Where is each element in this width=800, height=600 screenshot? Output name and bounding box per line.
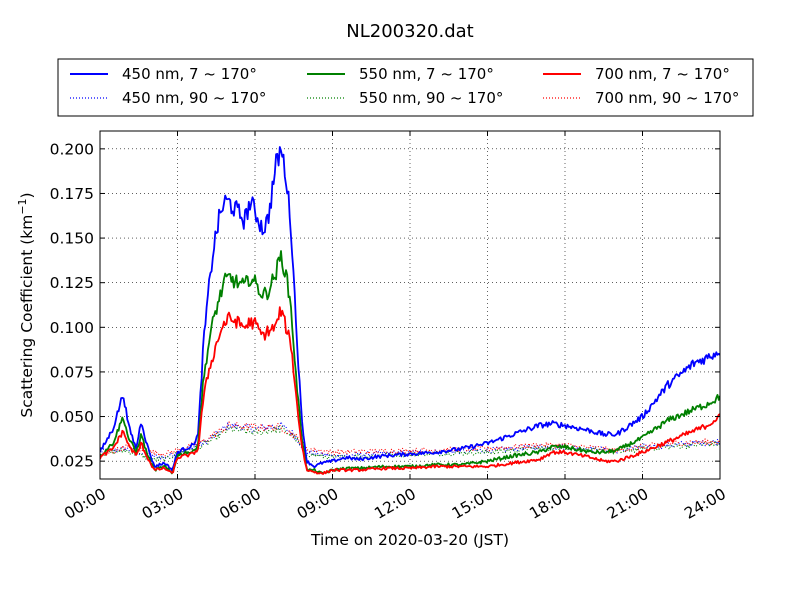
y-tick-label: 0.200 [50, 140, 94, 158]
x-tick-label: 03:00 [139, 485, 187, 523]
y-tick-label: 0.050 [50, 408, 94, 426]
y-tick-label: 0.175 [50, 185, 94, 203]
y-tick-label: 0.150 [50, 230, 94, 248]
legend-label: 550 nm, 90 ~ 170° [359, 89, 503, 107]
legend-label: 450 nm, 90 ~ 170° [122, 89, 266, 107]
series-group [100, 146, 720, 475]
x-axis-label: Time on 2020-03-20 (JST) [310, 531, 509, 549]
y-tick-label: 0.075 [50, 363, 94, 381]
legend: 450 nm, 7 ~ 170° 550 nm, 7 ~ 170° 700 nm, … [57, 58, 754, 117]
y-tick-label: 0.100 [50, 319, 94, 337]
y-tick-label: 0.025 [50, 453, 94, 471]
series-line-1 [100, 250, 720, 475]
x-tick-label: 09:00 [294, 485, 342, 523]
x-tick-label: 21:00 [604, 485, 652, 523]
y-axis-label: Scattering Coefficient (km−1) [16, 192, 36, 417]
grid [100, 131, 720, 479]
chart-title: NL200320.dat [346, 21, 473, 42]
y-tick-label: 0.125 [50, 274, 94, 292]
x-tick-label: 18:00 [526, 485, 574, 523]
legend-label: 550 nm, 7 ~ 170° [359, 65, 494, 83]
series-line-0 [100, 146, 720, 472]
x-tick-label: 12:00 [371, 485, 419, 523]
y-axis: 0.025 0.050 0.075 0.100 0.125 0.150 0.175 0.200 [50, 140, 720, 471]
legend-label: 450 nm, 7 ~ 170° [122, 65, 257, 83]
x-tick-label: 24:00 [681, 485, 729, 523]
series-line-2 [100, 306, 720, 475]
x-tick-label: 06:00 [216, 485, 264, 523]
x-tick-label: 00:00 [61, 485, 109, 523]
x-tick-label: 15:00 [449, 485, 497, 523]
legend-label: 700 nm, 7 ~ 170° [595, 65, 730, 83]
legend-label: 700 nm, 90 ~ 170° [595, 89, 739, 107]
legend-box [57, 58, 754, 117]
